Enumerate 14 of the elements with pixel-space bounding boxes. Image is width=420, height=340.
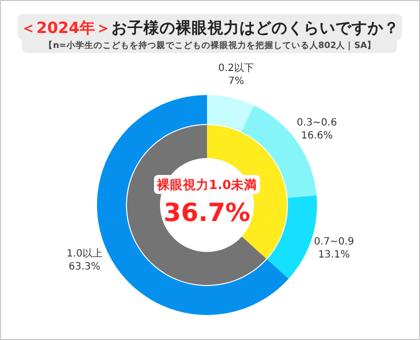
slice-label: 0.7~0.9 [314,236,354,248]
slice-label: 1.0以上 [66,247,102,260]
donut-slice [127,125,266,285]
slice-label: 裸眼視力1.0未満 [156,177,258,192]
slice-label: 0.2以下 [218,62,254,74]
donut-slice [207,95,254,132]
data-label: 63.3% [68,261,100,272]
chart-title: ＜2024年＞お子様の裸眼視力はどのくらいですか？ [20,19,400,37]
slice-label: 0.3~0.6 [296,117,337,128]
data-label: 36.7% [164,198,250,227]
chart-subtitle: 【n=小学生のこどもを持つ親でこどもの裸眼視力を把握している人802人｜SA】 [44,40,376,51]
data-label: 16.6% [300,130,333,142]
data-label: 7% [228,76,244,88]
data-label: 13.1% [318,250,350,261]
